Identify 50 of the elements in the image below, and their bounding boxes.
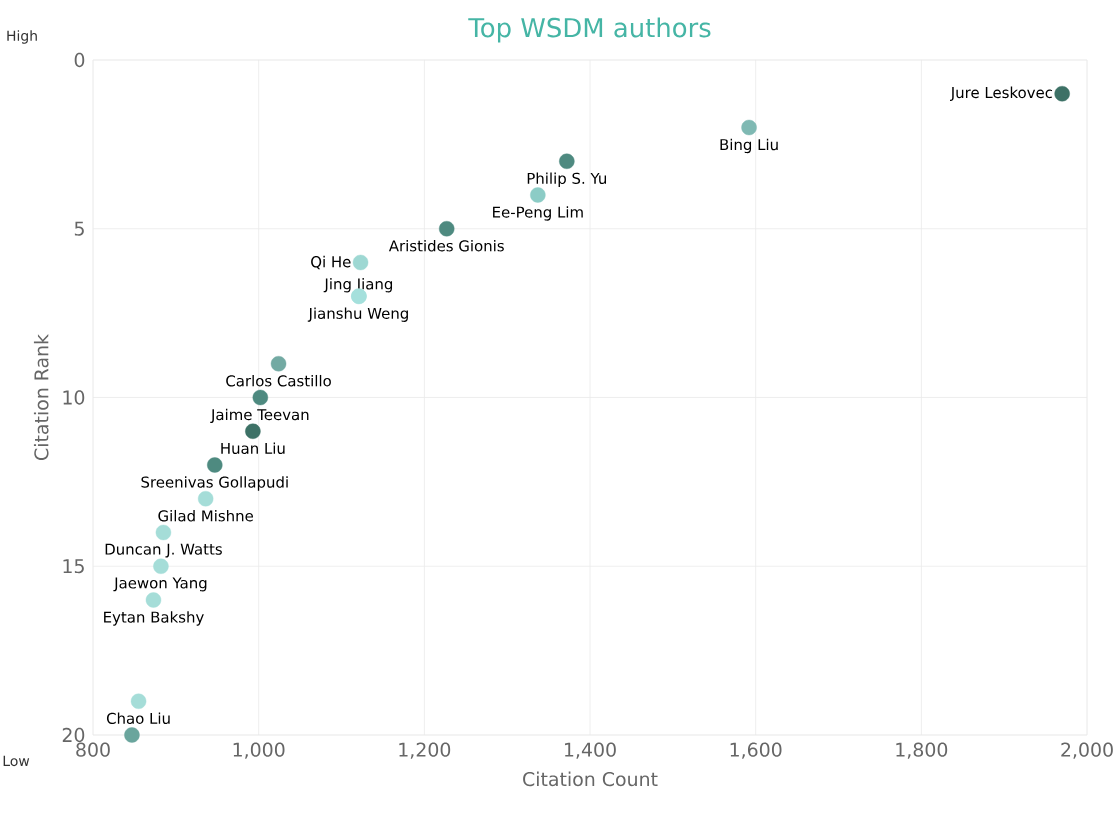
point (207, 457, 223, 473)
annotation: Bing Liu (720, 138, 778, 154)
annotation: Duncan J. Watts (105, 543, 222, 558)
y-tick-label: 10 (63, 390, 85, 405)
annotation: Aristides Gionis (388, 239, 504, 252)
point (270, 356, 287, 372)
x-tick-label: 1,800 (896, 742, 948, 759)
point (197, 491, 214, 507)
annotation: Ee-Peng Lim (493, 206, 583, 221)
point (352, 254, 369, 271)
chart-title: Top WSDM authors (468, 17, 711, 43)
point (252, 389, 269, 406)
y-tick-label: 20 (62, 727, 85, 743)
x-tick-label: 1,200 (399, 742, 451, 759)
annotation: Huan Liu (221, 442, 285, 455)
annotation: Jure Leskovec (950, 86, 1053, 101)
point (145, 592, 162, 608)
annotation: Philip S. Yu (527, 172, 606, 187)
y-tick-label: 0 (74, 52, 85, 68)
text: Low (3, 755, 30, 767)
point (245, 423, 261, 439)
y-tick-label: 15 (63, 559, 84, 574)
point (124, 727, 140, 743)
annotation: Jing Jiang (323, 278, 393, 293)
x-tick-label: 1,000 (233, 742, 285, 759)
annotation: Carlos Castillo (226, 374, 331, 387)
point (741, 119, 757, 136)
point (530, 187, 546, 203)
x-axis-title: Citation Count (523, 771, 658, 787)
point (153, 558, 169, 574)
annotation: Sreenivas Gollapudi (141, 476, 288, 491)
x-tick-label: 1,600 (730, 742, 782, 759)
annotation: Jianshu Weng (307, 307, 408, 322)
point (155, 524, 172, 541)
point (439, 221, 455, 237)
annotation: Eytan Bakshy (104, 611, 204, 626)
x-tick-label: 1,400 (565, 742, 616, 759)
annotation: Jaime Teevan (210, 408, 309, 424)
point (130, 693, 147, 709)
annotation: Gilad Mishne (158, 509, 253, 522)
x-tick-label: 2,000 (1061, 742, 1113, 759)
annotation: Jaewon Yang (113, 577, 207, 592)
y-tick-label: 5 (74, 221, 84, 236)
annotation: Qi He (311, 255, 351, 270)
x-tick-label: 800 (76, 742, 110, 757)
annotation: Chao Liu (106, 712, 170, 725)
y-axis-title: Citation Rank (33, 333, 49, 460)
point (1054, 86, 1070, 102)
text: High (7, 30, 37, 44)
point (559, 153, 575, 169)
